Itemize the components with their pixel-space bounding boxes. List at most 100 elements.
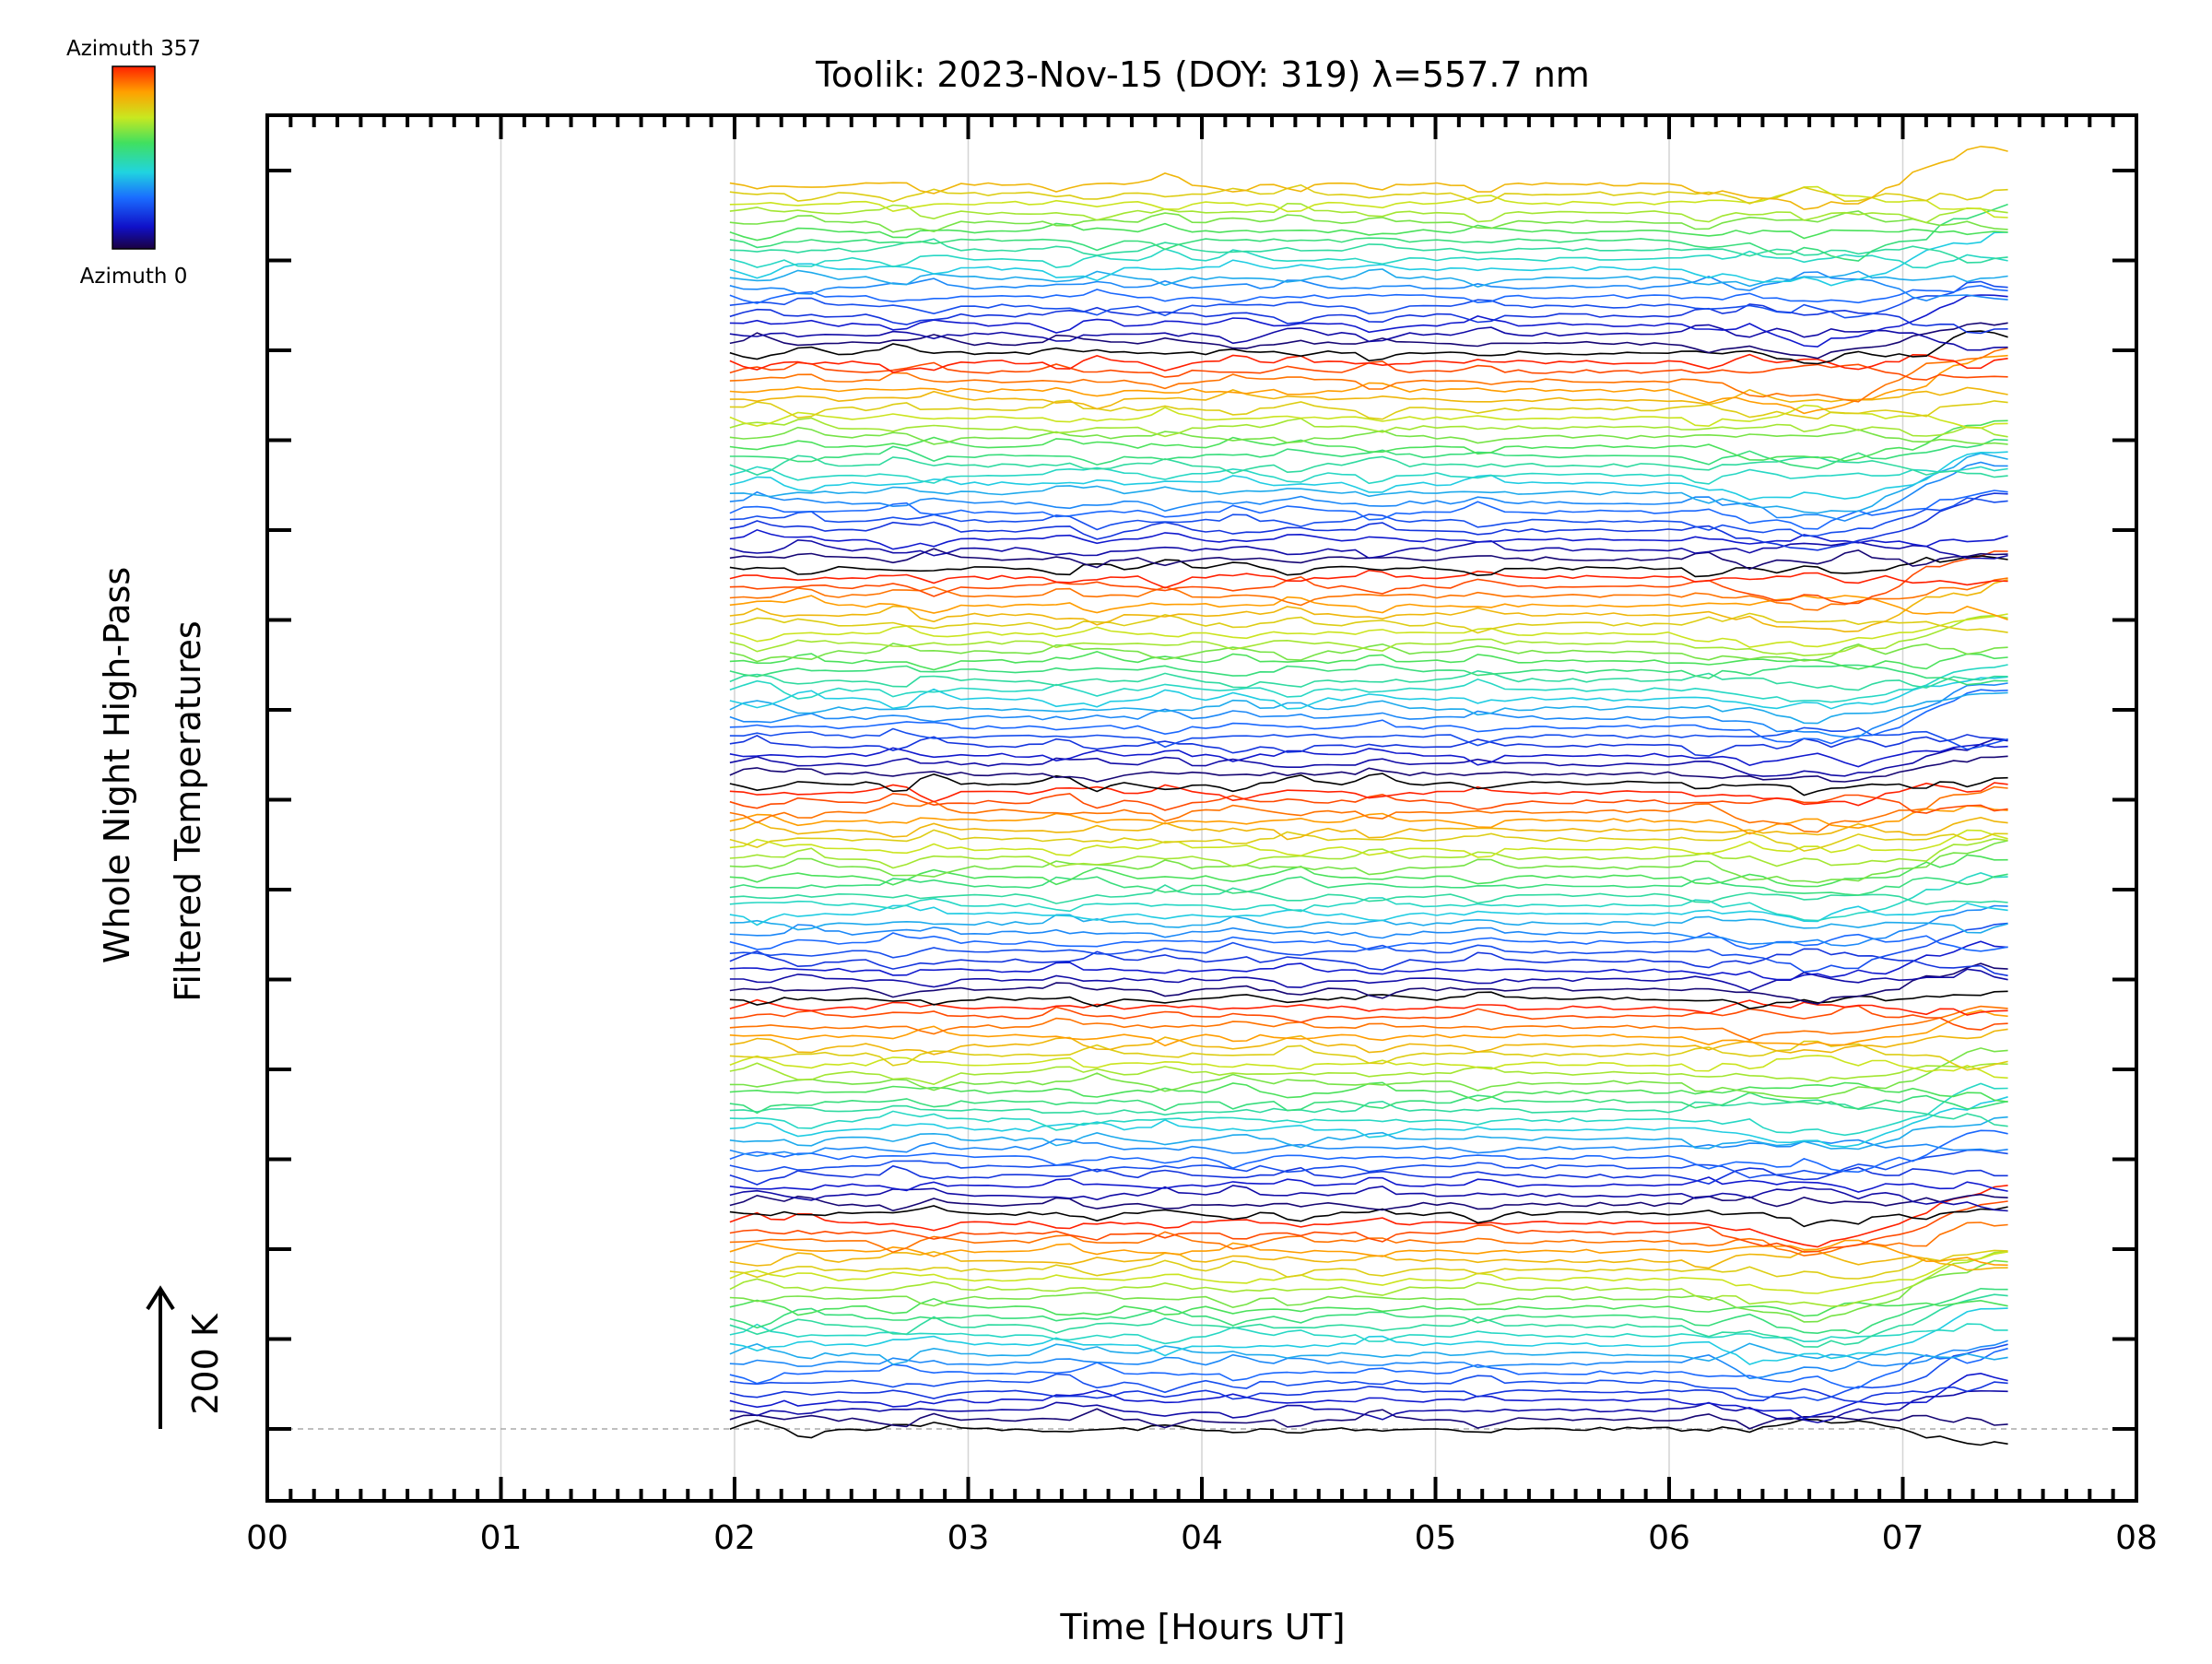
- trace-line: [729, 932, 2008, 952]
- trace-line: [729, 664, 2008, 703]
- trace-line: [729, 1251, 2008, 1294]
- trace-line: [729, 829, 2008, 852]
- trace-line: [729, 829, 2008, 858]
- x-tick-label: 05: [1415, 1519, 1457, 1557]
- axes-layer: 00 01 02 03 04 05 06 07 08: [246, 113, 2158, 1557]
- trace-line: [729, 569, 2008, 589]
- x-tick-label: 06: [1648, 1519, 1690, 1557]
- trace-line: [729, 417, 2008, 438]
- trace-line: [729, 210, 2008, 233]
- trace-line: [729, 324, 2008, 351]
- trace-line: [729, 454, 2008, 478]
- trace-line: [729, 884, 2008, 905]
- trace-line: [729, 612, 2008, 634]
- trace-line: [729, 962, 2008, 1005]
- trace-line: [729, 1062, 2008, 1086]
- trace-line: [729, 1149, 2008, 1179]
- trace-line: [729, 404, 2008, 430]
- trace-line: [729, 1372, 2008, 1420]
- trace-line: [729, 738, 2008, 777]
- trace-line: [729, 1096, 2008, 1148]
- trace-line: [729, 1092, 2008, 1115]
- trace-line: [729, 577, 2008, 611]
- trace-line: [729, 873, 2008, 896]
- trace-line: [729, 1339, 2008, 1380]
- trace-line: [729, 663, 2008, 686]
- trace-line: [729, 1028, 2008, 1056]
- trace-line: [729, 734, 2008, 757]
- trace-line: [729, 914, 2008, 934]
- trace-line: [729, 330, 2008, 365]
- trace-line: [729, 968, 2008, 992]
- trace-line: [729, 1185, 2008, 1248]
- trace-line: [729, 555, 2008, 578]
- trace-line: [729, 528, 2008, 550]
- trace-line: [729, 1342, 2008, 1365]
- trace-line: [729, 904, 2008, 947]
- trace-line: [729, 1138, 2008, 1157]
- trace-line: [729, 773, 2008, 797]
- trace-line: [729, 792, 2008, 814]
- trace-line: [729, 222, 2008, 242]
- trace-line: [729, 816, 2008, 841]
- x-tick-label: 08: [2115, 1519, 2158, 1557]
- trace-line: [729, 902, 2008, 926]
- trace-line: [729, 940, 2008, 981]
- trace-line: [729, 1055, 2008, 1080]
- trace-line: [729, 1005, 2008, 1041]
- trace-line: [729, 1009, 2008, 1047]
- trace-line: [729, 1239, 2008, 1267]
- trace-line: [729, 1307, 2008, 1365]
- y-axis-title-line1: Whole Night High-Pass: [97, 567, 137, 963]
- colorbar: [112, 65, 156, 250]
- scale-arrow: [146, 1285, 175, 1429]
- trace-line: [729, 1176, 2008, 1193]
- trace-line: [729, 347, 2008, 403]
- trace-line: [729, 782, 2008, 807]
- colorbar-top-label: Azimuth 357: [66, 37, 201, 61]
- colorbar-bottom-label: Azimuth 0: [80, 265, 188, 289]
- trace-line: [729, 643, 2008, 663]
- trace-line: [729, 922, 2008, 974]
- trace-line: [729, 1249, 2008, 1280]
- trace-line: [729, 755, 2008, 783]
- trace-line: [729, 268, 2008, 289]
- trace-line: [729, 1293, 2008, 1348]
- trace-line: [729, 1115, 2008, 1151]
- trace-line: [729, 1129, 2008, 1174]
- trace-line: [729, 579, 2008, 633]
- trace-line: [729, 840, 2008, 884]
- trace-line: [729, 676, 2008, 710]
- trace-line: [729, 1040, 2008, 1071]
- trace-line: [729, 691, 2008, 725]
- trace-line: [729, 271, 2008, 302]
- trace-line: [729, 438, 2008, 470]
- trace-line: [729, 1185, 2008, 1212]
- trace-line: [729, 872, 2008, 922]
- trace-line: [729, 1082, 2008, 1137]
- trace-line: [729, 1081, 2008, 1103]
- trace-line: [729, 426, 2008, 445]
- trace-line: [729, 650, 2008, 671]
- trace-line: [729, 497, 2008, 537]
- trace-line: [729, 1250, 2008, 1307]
- chart-title: Toolik: 2023-Nov-15 (DOY: 319) λ=557.7 n…: [815, 54, 1590, 95]
- trace-line: [729, 1347, 2008, 1389]
- trace-line: [729, 1418, 2008, 1446]
- trace-line: [729, 466, 2008, 485]
- trace-line: [729, 146, 2008, 210]
- trace-line: [729, 399, 2008, 420]
- trace-line: [729, 461, 2008, 522]
- trace-line: [729, 354, 2008, 415]
- trace-line: [729, 805, 2008, 835]
- trace-line: [729, 682, 2008, 738]
- trace-line: [729, 303, 2008, 335]
- trace-line: [729, 1389, 2008, 1423]
- trace-line: [729, 490, 2008, 530]
- trace-line: [729, 1381, 2008, 1403]
- trace-line: [729, 248, 2008, 269]
- trace-line: [729, 1297, 2008, 1317]
- trace-line: [729, 1205, 2008, 1228]
- trace-line: [729, 1200, 2008, 1253]
